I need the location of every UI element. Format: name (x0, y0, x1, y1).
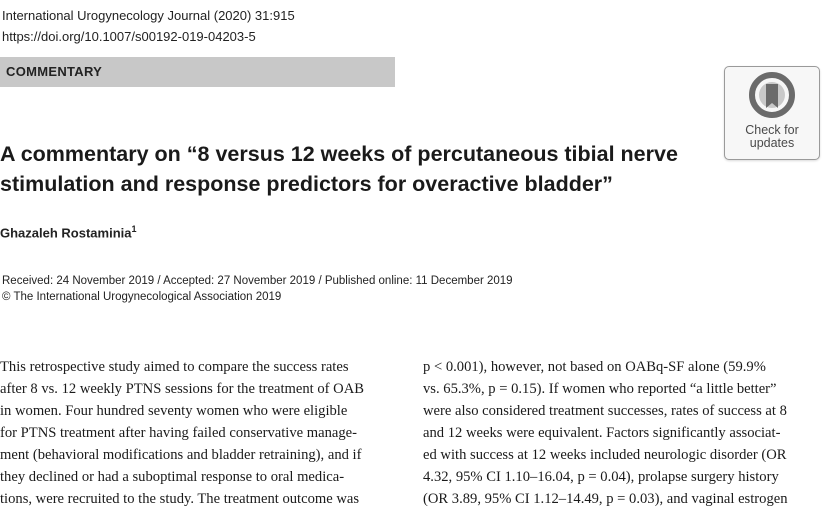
author[interactable]: Ghazaleh Rostaminia1 (0, 224, 137, 240)
body-line: were also considered treatment successes… (423, 403, 787, 419)
title-line: A commentary on “8 versus 12 weeks of pe… (0, 142, 678, 166)
body-column-left: This retrospective study aimed to compar… (0, 356, 400, 510)
section-label: COMMENTARY (6, 64, 103, 79)
affiliation-mark: 1 (131, 224, 137, 234)
body-line: p < 0.001), however, not based on OABq-S… (423, 359, 766, 375)
body-line: they declined or had a suboptimal respon… (0, 469, 345, 485)
body-line: 4.32, 95% CI 1.10–16.04, p = 0.04), prol… (423, 469, 779, 485)
updates-label: updates (749, 136, 795, 150)
body-line: This retrospective study aimed to compar… (0, 359, 349, 375)
body-line: tions, were recruited to the study. The … (0, 491, 360, 507)
body-line: in women. Four hundred seventy women who… (0, 403, 348, 419)
body-line: and 12 weeks were equivalent. Factors si… (423, 425, 781, 441)
doi-link[interactable]: https://doi.org/10.1007/s00192-019-04203… (2, 29, 256, 44)
body-line: ment (behavioral modifications and bladd… (0, 447, 362, 463)
body-line: vs. 65.3%, p = 0.15). If women who repor… (423, 381, 777, 397)
copyright-line: © The International Urogynecological Ass… (2, 291, 282, 303)
body-line: ed with success at 12 weeks included neu… (423, 447, 787, 463)
body-line: after 8 vs. 12 weekly PTNS sessions for … (0, 381, 364, 397)
journal-citation: International Urogynecology Journal (202… (2, 8, 295, 23)
section-bar: COMMENTARY (0, 57, 395, 87)
check-for-updates-icon (749, 72, 795, 118)
body-column-right: p < 0.001), however, not based on OABq-S… (423, 356, 823, 510)
body-line: (OR 3.89, 95% CI 1.12–14.49, p = 0.03), … (423, 491, 788, 507)
title-line: stimulation and response predictors for … (0, 172, 613, 196)
check-for-label: Check for (745, 123, 799, 137)
author-name: Ghazaleh Rostaminia (0, 225, 132, 241)
publication-dates: Received: 24 November 2019 / Accepted: 2… (2, 275, 513, 287)
body-line: for PTNS treatment after having failed c… (0, 425, 357, 441)
check-for-updates-badge[interactable]: Check for updates (724, 66, 820, 160)
article-title: A commentary on “8 versus 12 weeks of pe… (0, 139, 715, 199)
